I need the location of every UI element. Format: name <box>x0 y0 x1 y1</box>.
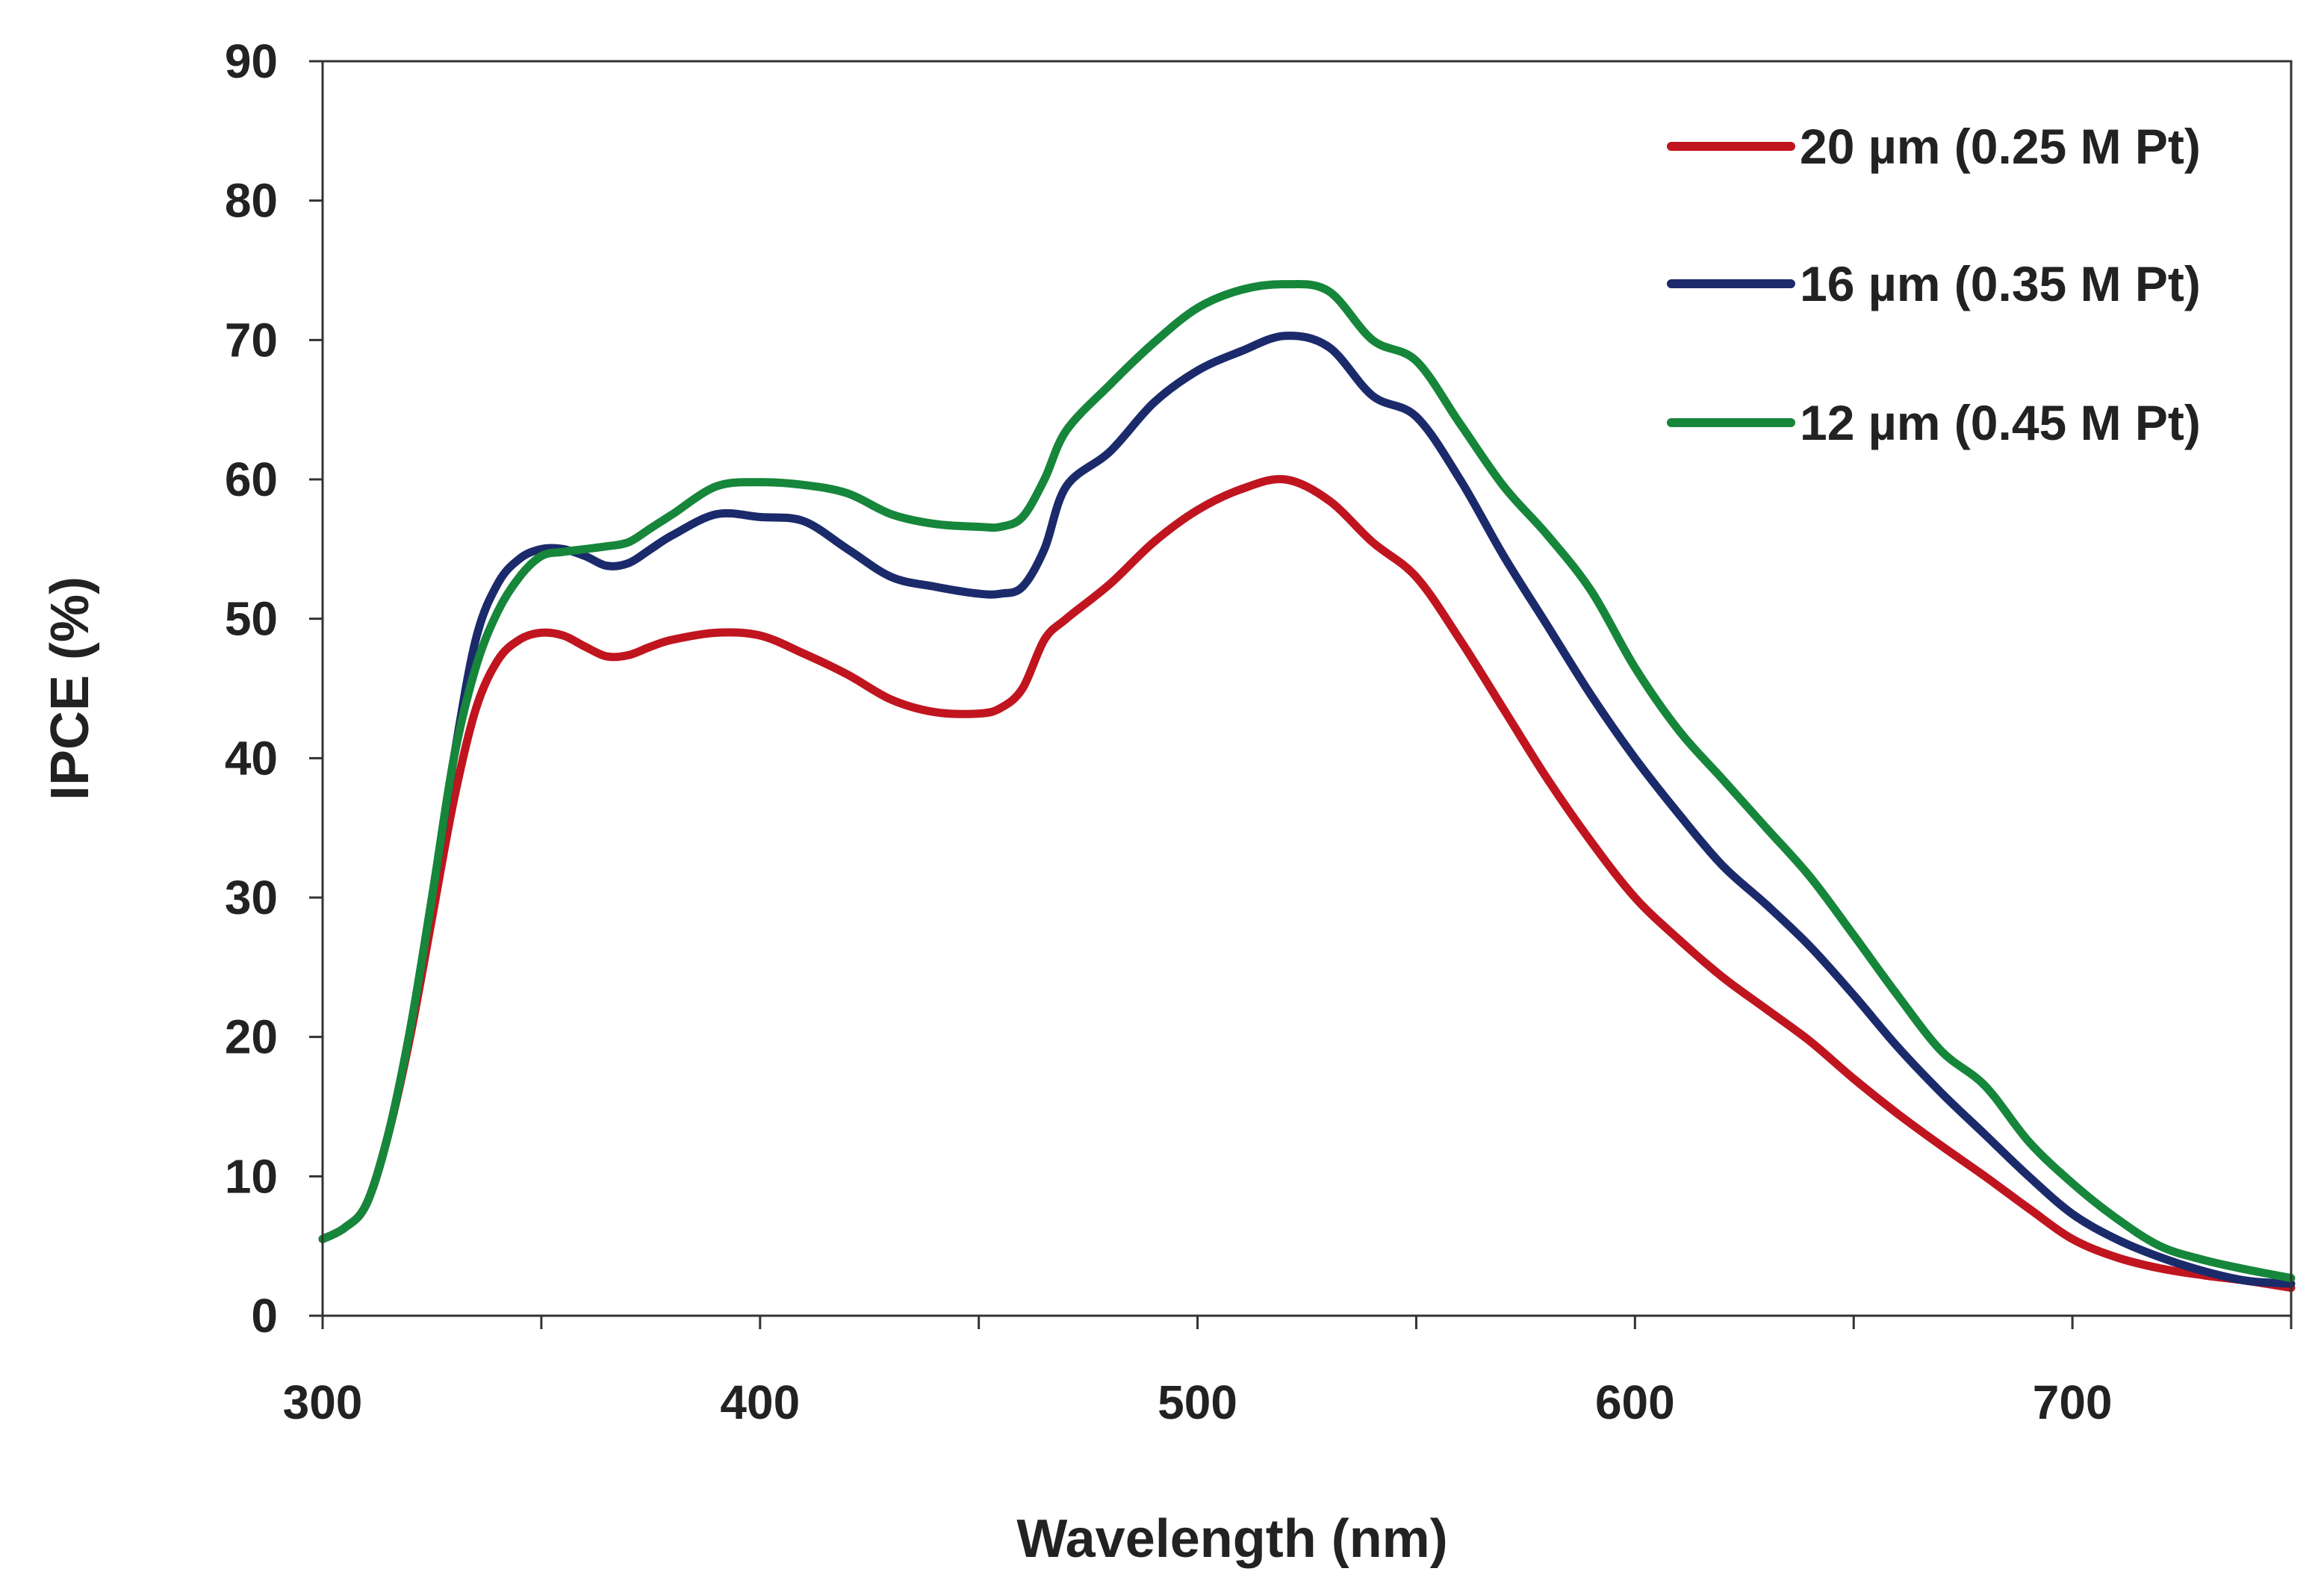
y-axis-ticks: 0 10 20 30 40 50 60 70 80 90 <box>225 34 323 1343</box>
y-tick-label: 0 <box>251 1289 278 1343</box>
series-lines <box>318 279 2296 1293</box>
legend-label-2: 16 µm (0.35 M Pt) <box>1800 256 2201 311</box>
y-tick-label: 20 <box>225 1010 278 1064</box>
plot-background <box>323 61 2291 1316</box>
y-tick-label: 90 <box>225 34 278 88</box>
x-tick-label: 700 <box>2033 1375 2113 1429</box>
x-axis-title: Wavelength (nm) <box>1016 1509 1447 1569</box>
legend-label-1: 20 µm (0.25 M Pt) <box>1800 119 2201 174</box>
x-tick-label: 600 <box>1595 1375 1675 1429</box>
y-tick-label: 80 <box>225 174 278 228</box>
y-tick-label: 60 <box>225 453 278 506</box>
series-line-1 <box>318 475 2296 1293</box>
legend-label-3: 12 µm (0.45 M Pt) <box>1800 395 2201 450</box>
y-tick-label: 70 <box>225 313 278 367</box>
x-tick-label: 500 <box>1158 1375 1237 1429</box>
y-tick-label: 40 <box>225 731 278 785</box>
plot-frame <box>321 60 2293 1317</box>
x-tick-label: 400 <box>720 1375 800 1429</box>
y-axis-title: IPCE (%) <box>40 576 100 800</box>
x-axis-ticks: 300 400 500 600 700 <box>283 1316 2293 1429</box>
y-tick-label: 10 <box>225 1149 278 1203</box>
y-tick-label: 50 <box>225 592 278 646</box>
series-line-3 <box>318 279 2296 1283</box>
legend: 20 µm (0.25 M Pt) 16 µm (0.35 M Pt) 12 µm … <box>1667 119 2201 450</box>
series-line-2 <box>318 332 2296 1288</box>
y-tick-label: 30 <box>225 871 278 924</box>
x-tick-label: 300 <box>283 1375 363 1429</box>
